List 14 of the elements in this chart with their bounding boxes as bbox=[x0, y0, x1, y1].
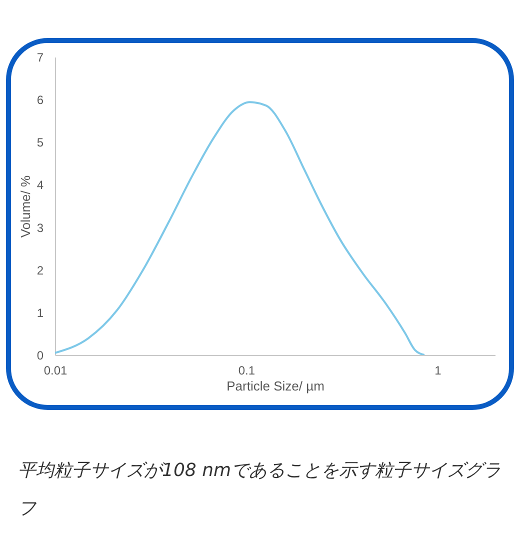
y-tick-label: 3 bbox=[36, 220, 44, 235]
x-axis-title: Particle Size/ µm bbox=[226, 378, 324, 394]
y-tick-label: 4 bbox=[36, 178, 44, 192]
x-tick-label: 0.01 bbox=[44, 364, 68, 378]
y-tick-label: 6 bbox=[36, 93, 44, 108]
y-tick-label: 0 bbox=[36, 348, 44, 362]
y-tick-label: 1 bbox=[36, 306, 44, 320]
y-tick-label: 2 bbox=[36, 263, 44, 278]
y-axis-title: Volume/ % bbox=[18, 174, 33, 238]
text: 平均粒子サイズが108 nmであることを示す粒子サイズグラフ bbox=[18, 459, 502, 521]
y-tick-label: 7 bbox=[36, 50, 44, 64]
x-tick-label: 0.1 bbox=[238, 364, 256, 378]
x-tick-label: 1 bbox=[434, 364, 442, 378]
y-tick-label: 5 bbox=[36, 136, 44, 150]
